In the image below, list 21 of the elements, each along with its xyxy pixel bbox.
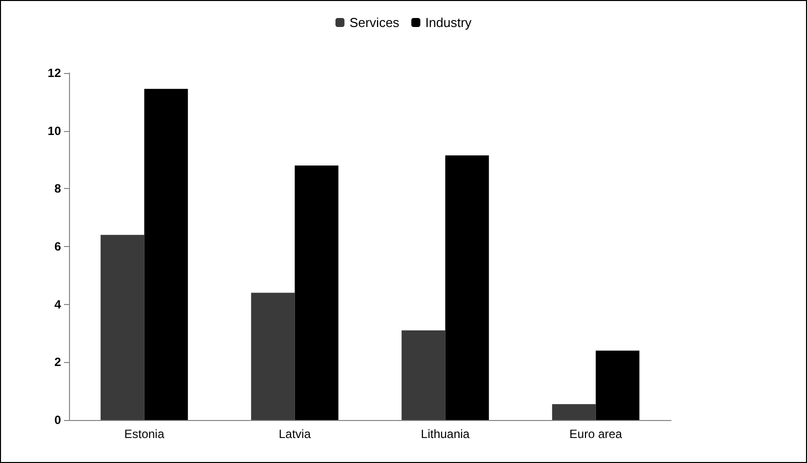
bar: [100, 234, 144, 420]
x-tick-label: Latvia: [278, 427, 312, 441]
x-tick-label: Euro area: [569, 427, 622, 441]
bar: [251, 292, 295, 420]
legend-label: Services: [349, 15, 400, 30]
bar: [144, 88, 188, 420]
y-tick-label: 2: [54, 355, 62, 370]
bar: [294, 166, 338, 420]
y-tick-label: 4: [54, 297, 62, 312]
y-tick-label: 6: [54, 240, 62, 254]
bar: [402, 330, 446, 420]
y-tick-label: 12: [48, 66, 62, 80]
y-tick-label: 10: [48, 124, 62, 138]
y-tick-label: 8: [54, 182, 62, 196]
x-tick-label: Estonia: [124, 427, 165, 441]
bar: [445, 155, 489, 420]
bar: [596, 350, 640, 420]
bar: [552, 404, 596, 420]
x-tick-label: Lithuania: [420, 427, 470, 441]
legend-label: Industry: [425, 15, 472, 30]
y-tick-label: 0: [54, 413, 62, 427]
